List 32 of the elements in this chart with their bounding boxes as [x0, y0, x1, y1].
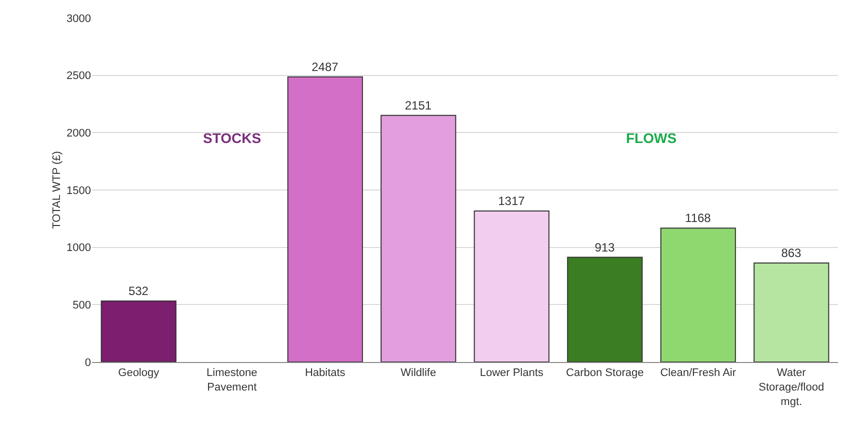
x-tick-label: Geology — [118, 367, 160, 380]
x-tick-label: Wildlife — [400, 367, 436, 380]
y-tick-label: 2000 — [66, 128, 91, 140]
bar — [380, 114, 456, 362]
y-tick-label: 3000 — [66, 12, 91, 25]
x-tick-label: Carbon Storage — [566, 367, 644, 380]
bar — [567, 256, 643, 362]
bar — [474, 210, 550, 362]
data-label: 1317 — [498, 194, 526, 208]
y-tick-label: 1000 — [66, 242, 91, 254]
bar — [754, 262, 830, 362]
data-label: 913 — [594, 240, 616, 254]
y-axis-title: TOTAL WTP (£) — [51, 151, 63, 229]
data-label: 1168 — [685, 211, 712, 226]
y-tick-label: 1500 — [66, 184, 91, 197]
annotation: FLOWS — [626, 130, 677, 146]
bar — [660, 228, 736, 362]
data-label: 863 — [781, 246, 802, 260]
data-label: 2487 — [312, 60, 339, 74]
y-tick-label: 500 — [72, 300, 91, 312]
data-label: 2151 — [404, 98, 432, 112]
annotation: STOCKS — [203, 130, 262, 146]
bar — [287, 76, 363, 362]
bar — [100, 300, 176, 362]
x-tick-label: Water Storage/flood mgt. — [758, 367, 824, 408]
y-tick-label: 0 — [84, 356, 91, 369]
x-tick-label: Clean/Fresh Air — [660, 367, 736, 380]
y-tick-label: 2500 — [66, 70, 91, 82]
data-label: 532 — [128, 284, 149, 298]
x-tick-label: Habitats — [304, 367, 346, 380]
x-tick-label: Lower Plants — [480, 367, 544, 380]
x-tick-label: Limestone Pavement — [206, 367, 258, 394]
